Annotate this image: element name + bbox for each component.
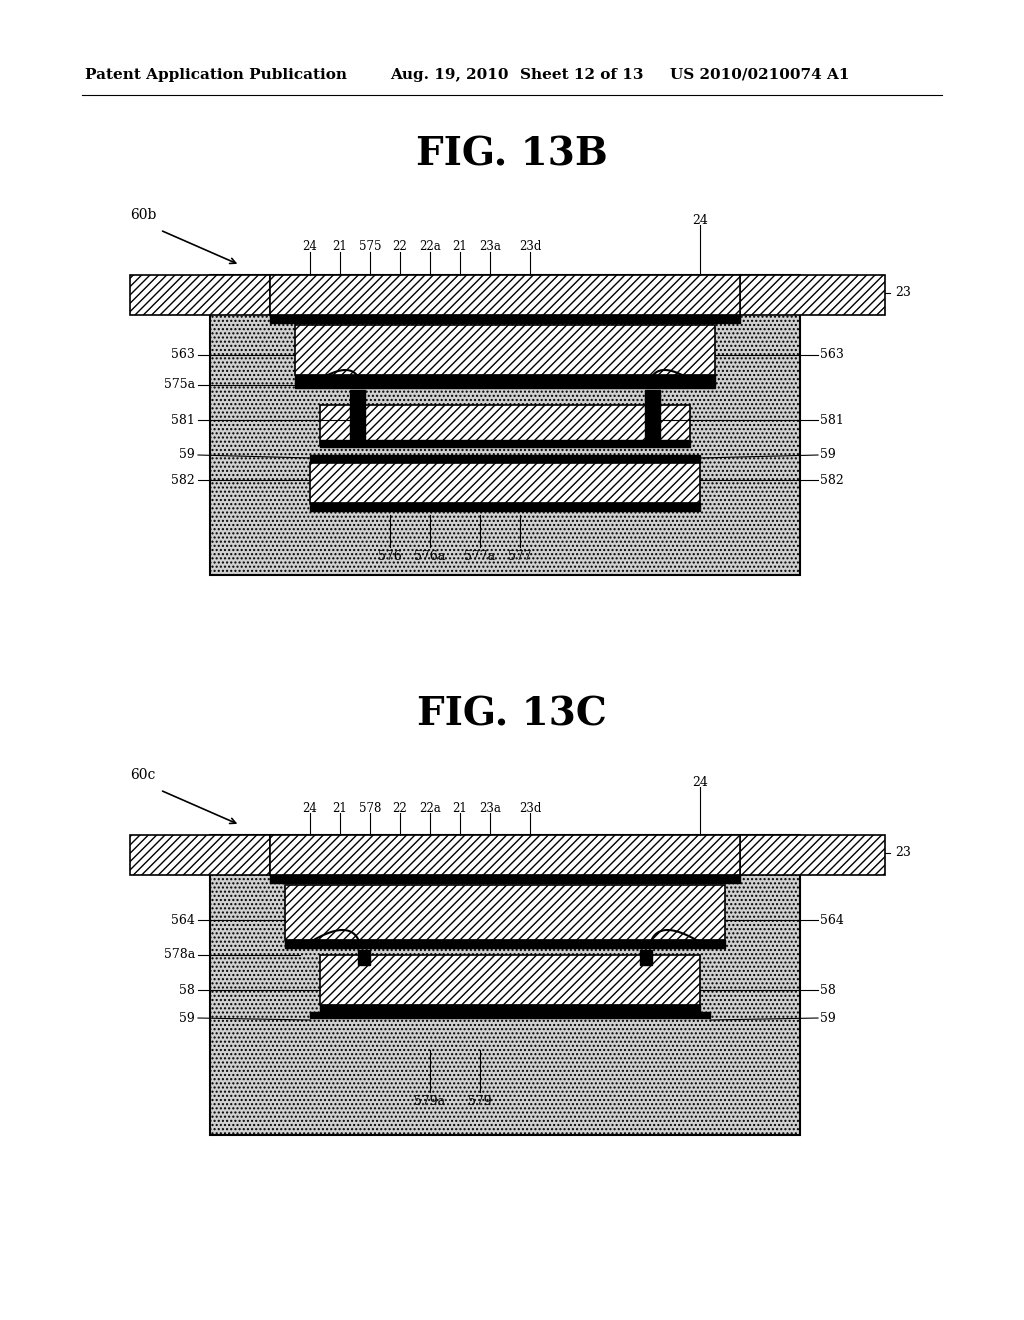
Text: 578a: 578a — [164, 949, 195, 961]
Text: 23: 23 — [895, 846, 911, 859]
Text: 578: 578 — [358, 801, 381, 814]
Bar — [295, 383, 715, 388]
Text: 582: 582 — [820, 474, 844, 487]
Text: 58: 58 — [179, 983, 195, 997]
Text: Sheet 12 of 13: Sheet 12 of 13 — [520, 69, 643, 82]
Text: 564: 564 — [171, 913, 195, 927]
Text: 22: 22 — [392, 240, 408, 253]
Text: 23d: 23d — [519, 801, 542, 814]
Bar — [130, 275, 270, 315]
Text: 23d: 23d — [519, 240, 542, 253]
Bar — [310, 503, 700, 511]
Text: 575: 575 — [358, 240, 381, 253]
Text: 24: 24 — [692, 776, 708, 788]
Text: 579a: 579a — [415, 1096, 445, 1107]
Bar — [358, 950, 370, 965]
Text: 575a: 575a — [164, 379, 195, 392]
Text: US 2010/0210074 A1: US 2010/0210074 A1 — [670, 69, 850, 82]
Text: 577a: 577a — [465, 550, 496, 564]
Text: 22a: 22a — [419, 240, 441, 253]
Text: 23: 23 — [895, 286, 911, 300]
Bar — [270, 875, 740, 883]
Text: 22a: 22a — [419, 801, 441, 814]
Bar — [285, 940, 725, 948]
Text: 23a: 23a — [479, 801, 501, 814]
Bar — [295, 325, 715, 375]
Bar — [319, 440, 690, 447]
Text: 576: 576 — [378, 550, 401, 564]
Bar — [210, 275, 800, 576]
Text: 59: 59 — [820, 449, 836, 462]
Bar — [285, 884, 725, 940]
Text: 21: 21 — [453, 240, 467, 253]
Text: 563: 563 — [171, 348, 195, 362]
Bar — [270, 836, 740, 875]
Text: 582: 582 — [171, 474, 195, 487]
Bar — [270, 315, 740, 323]
Bar — [130, 836, 270, 875]
Text: FIG. 13B: FIG. 13B — [416, 136, 608, 174]
Bar — [640, 950, 652, 965]
Text: 59: 59 — [179, 1011, 195, 1024]
Bar — [310, 455, 700, 463]
Text: 564: 564 — [820, 913, 844, 927]
Text: 59: 59 — [820, 1011, 836, 1024]
Text: 579: 579 — [468, 1096, 492, 1107]
Text: 563: 563 — [820, 348, 844, 362]
Text: 21: 21 — [333, 801, 347, 814]
Bar — [319, 954, 700, 1005]
Text: 21: 21 — [333, 240, 347, 253]
Text: 24: 24 — [302, 801, 317, 814]
Text: FIG. 13C: FIG. 13C — [417, 696, 607, 734]
Text: 22: 22 — [392, 801, 408, 814]
Bar — [740, 275, 885, 315]
Text: 60b: 60b — [130, 209, 157, 222]
Bar — [270, 275, 740, 315]
Bar — [740, 836, 885, 875]
Bar — [350, 389, 365, 445]
Bar — [319, 405, 690, 445]
Bar — [210, 836, 800, 1135]
Text: 23a: 23a — [479, 240, 501, 253]
Text: 24: 24 — [302, 240, 317, 253]
Text: 60c: 60c — [130, 768, 156, 781]
Text: 21: 21 — [453, 801, 467, 814]
Bar — [645, 389, 660, 445]
Text: Patent Application Publication: Patent Application Publication — [85, 69, 347, 82]
Text: 581: 581 — [820, 413, 844, 426]
Text: 581: 581 — [171, 413, 195, 426]
Bar — [295, 375, 715, 383]
Text: Aug. 19, 2010: Aug. 19, 2010 — [390, 69, 509, 82]
Text: 24: 24 — [692, 214, 708, 227]
Text: 58: 58 — [820, 983, 836, 997]
Bar — [310, 1012, 710, 1018]
Text: 576a: 576a — [415, 550, 445, 564]
Bar — [310, 463, 700, 503]
Text: 577: 577 — [508, 550, 531, 564]
Text: 59: 59 — [179, 449, 195, 462]
Bar — [319, 1005, 700, 1012]
